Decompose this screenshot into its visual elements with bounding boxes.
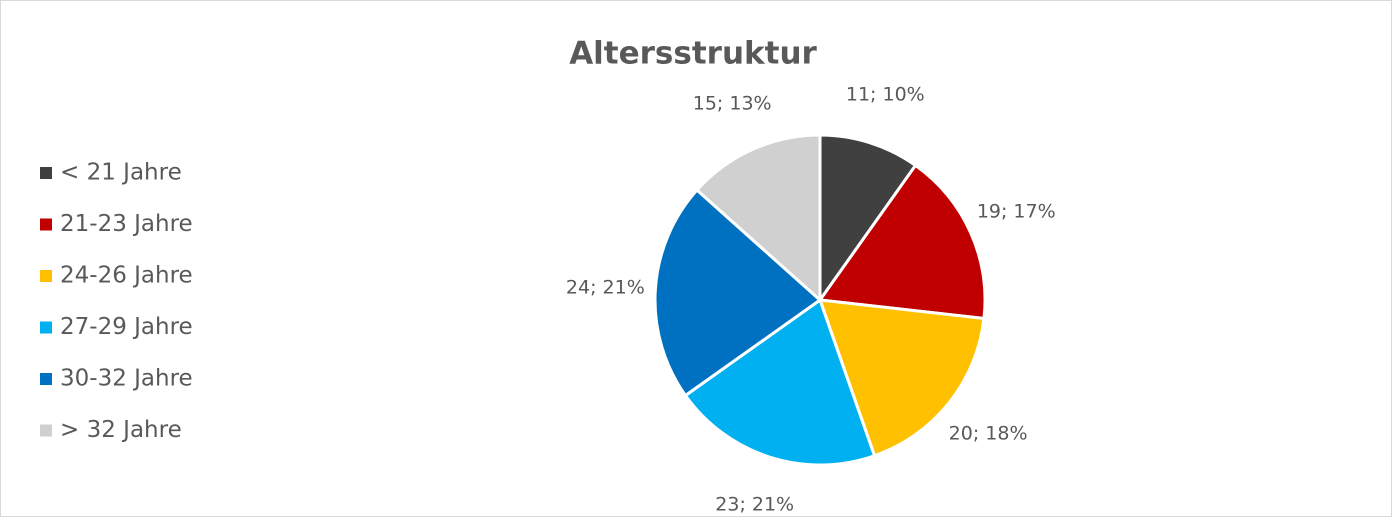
- pie-slice: [817, 163, 987, 321]
- legend-label: 21-23 Jahre: [60, 211, 193, 237]
- legend-label: 24-26 Jahre: [60, 263, 193, 289]
- legend-swatch: [40, 424, 52, 437]
- legend-swatch: [40, 167, 52, 179]
- data-label: 24; 21%: [566, 276, 645, 298]
- legend-swatch: [40, 218, 52, 231]
- pie-slice: [694, 133, 822, 304]
- data-label: 11; 10%: [846, 84, 925, 106]
- chart-title: Altersstruktur: [569, 36, 817, 72]
- pie-slice: [653, 187, 823, 398]
- data-label: 20; 18%: [949, 423, 1028, 445]
- legend-swatch: [40, 321, 52, 334]
- data-label: 15; 13%: [693, 92, 772, 114]
- legend-label: < 21 Jahre: [60, 160, 182, 186]
- legend-label: 27-29 Jahre: [60, 314, 193, 340]
- legend-swatch: [40, 373, 52, 385]
- legend-label: > 32 Jahre: [60, 417, 182, 443]
- legend-swatch: [40, 270, 52, 282]
- pie-slice: [683, 297, 877, 467]
- data-label: 23; 21%: [715, 493, 794, 515]
- pie-slice: [818, 133, 918, 305]
- legend-label: 30-32 Jahre: [60, 366, 193, 392]
- data-label: 19; 17%: [977, 201, 1056, 223]
